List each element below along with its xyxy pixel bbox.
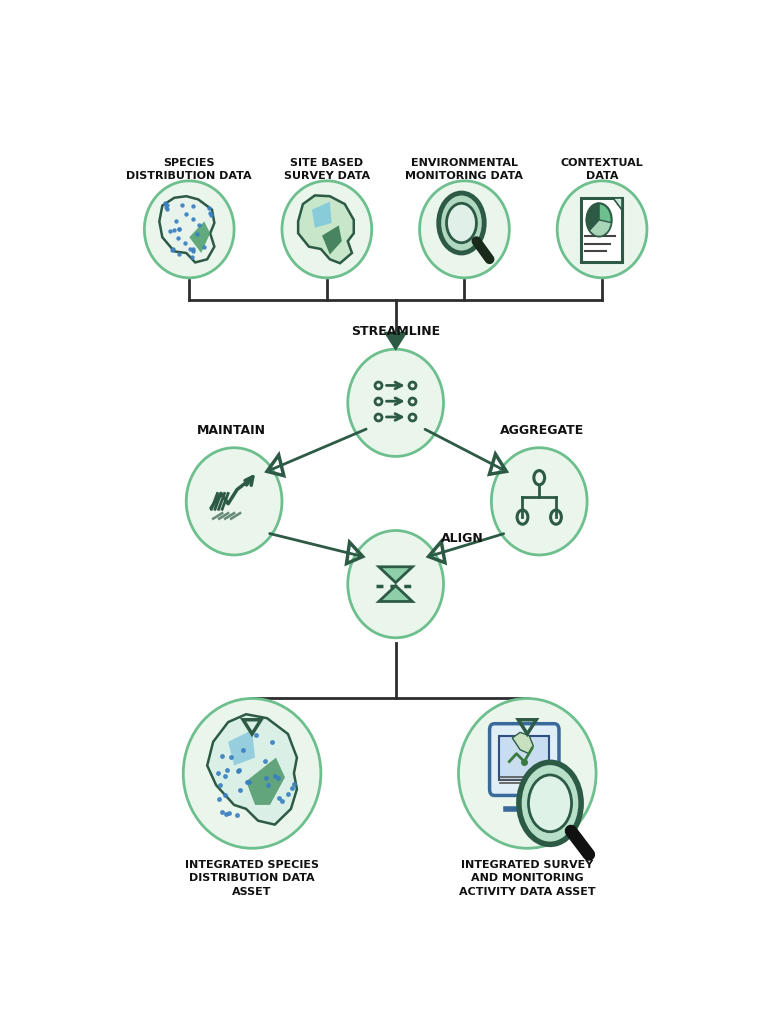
Ellipse shape (557, 181, 647, 278)
FancyBboxPatch shape (499, 736, 550, 779)
Polygon shape (298, 196, 354, 263)
Polygon shape (159, 197, 215, 262)
Polygon shape (229, 730, 255, 766)
FancyBboxPatch shape (581, 198, 621, 262)
Circle shape (519, 762, 581, 845)
Text: INTEGRATED SPECIES
DISTRIBUTION DATA
ASSET: INTEGRATED SPECIES DISTRIBUTION DATA ASS… (185, 860, 319, 896)
Polygon shape (379, 586, 412, 601)
Polygon shape (379, 567, 412, 583)
Polygon shape (189, 221, 210, 253)
FancyBboxPatch shape (489, 724, 559, 796)
Ellipse shape (186, 447, 282, 555)
Circle shape (529, 775, 571, 831)
Text: CONTEXTUAL
DATA: CONTEXTUAL DATA (560, 159, 643, 181)
Polygon shape (387, 334, 405, 347)
Polygon shape (246, 758, 285, 805)
Polygon shape (207, 715, 297, 824)
Text: ALIGN: ALIGN (441, 531, 483, 545)
Text: AGGREGATE: AGGREGATE (500, 424, 584, 436)
Ellipse shape (459, 698, 596, 848)
Circle shape (446, 204, 476, 243)
Ellipse shape (348, 349, 443, 457)
Polygon shape (513, 732, 533, 754)
Polygon shape (613, 198, 621, 210)
Ellipse shape (420, 181, 510, 278)
Text: ENVIRONMENTAL
MONITORING DATA: ENVIRONMENTAL MONITORING DATA (405, 159, 523, 181)
Wedge shape (590, 220, 611, 237)
Polygon shape (312, 202, 332, 227)
Text: SPECIES
DISTRIBUTION DATA: SPECIES DISTRIBUTION DATA (127, 159, 252, 181)
Text: SITE BASED
SURVEY DATA: SITE BASED SURVEY DATA (284, 159, 370, 181)
Circle shape (438, 194, 484, 253)
Ellipse shape (282, 181, 372, 278)
Ellipse shape (144, 181, 234, 278)
Text: INTEGRATED SURVEY
AND MONITORING
ACTIVITY DATA ASSET: INTEGRATED SURVEY AND MONITORING ACTIVIT… (459, 860, 595, 896)
Text: MAINTAIN: MAINTAIN (197, 424, 266, 436)
Ellipse shape (491, 447, 587, 555)
Circle shape (587, 204, 611, 237)
Polygon shape (322, 225, 342, 255)
Wedge shape (587, 204, 599, 230)
Text: STREAMLINE: STREAMLINE (351, 326, 440, 338)
Ellipse shape (348, 530, 443, 638)
Ellipse shape (183, 698, 321, 848)
